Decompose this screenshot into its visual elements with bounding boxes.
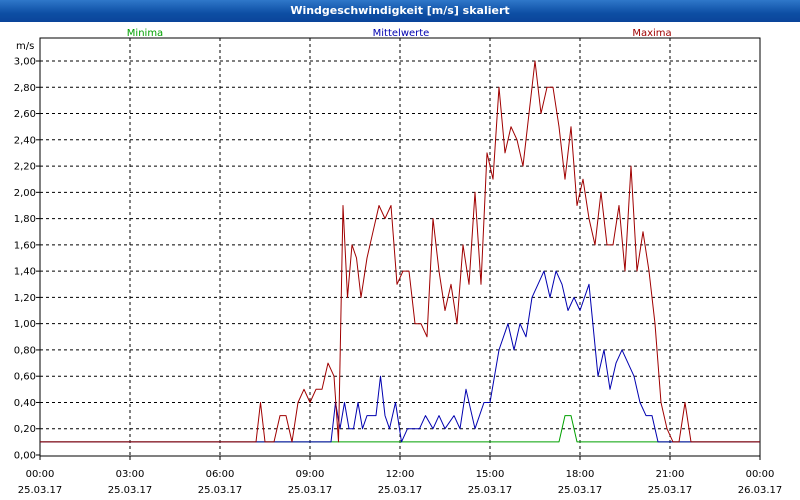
y-tick-label: 0,60 xyxy=(14,372,36,383)
y-tick-label: 1,40 xyxy=(14,267,36,278)
y-tick-label: 0,40 xyxy=(14,398,36,409)
y-tick-label: 2,80 xyxy=(14,83,36,94)
y-tick-label: 0,00 xyxy=(14,451,36,462)
legend-mittelwerte: Mittelwerte xyxy=(373,28,430,39)
legend: Minima Mittelwerte Maxima xyxy=(127,28,672,39)
y-tick-label: 2,20 xyxy=(14,162,36,173)
x-tick-date-label: 25.03.17 xyxy=(18,485,63,496)
window-title-bar: Windgeschwindigkeit [m/s] skaliert xyxy=(0,0,800,22)
x-tick-date-label: 25.03.17 xyxy=(648,485,693,496)
x-tick-time-label: 06:00 xyxy=(206,469,235,480)
y-tick-label: 2,60 xyxy=(14,109,36,120)
series-maxima-line xyxy=(40,60,760,443)
y-unit-label: m/s xyxy=(16,41,34,52)
x-tick-date-label: 25.03.17 xyxy=(288,485,333,496)
y-tick-label: 2,00 xyxy=(14,188,36,199)
x-tick-time-label: 09:00 xyxy=(296,469,325,480)
y-tick-label: 1,20 xyxy=(14,293,36,304)
y-tick-label: 1,60 xyxy=(14,240,36,251)
y-tick-label: 2,40 xyxy=(14,135,36,146)
x-tick-date-label: 25.03.17 xyxy=(108,485,153,496)
legend-minima: Minima xyxy=(127,28,163,39)
x-tick-time-label: 18:00 xyxy=(566,469,595,480)
x-tick-date-label: 25.03.17 xyxy=(558,485,603,496)
series-lines xyxy=(40,60,760,443)
y-tick-label: 0,20 xyxy=(14,424,36,435)
legend-maxima: Maxima xyxy=(632,28,671,39)
x-tick-time-label: 00:00 xyxy=(746,469,775,480)
wind-speed-chart: m/s 0,00 0,20 0,40 0,60 0,80 1,00 1,20 1,40 1,60… xyxy=(14,28,783,496)
y-tick-label: 0,80 xyxy=(14,345,36,356)
y-tick-label: 1,80 xyxy=(14,214,36,225)
x-tick-time-label: 00:00 xyxy=(26,469,55,480)
x-tick-date-label: 25.03.17 xyxy=(378,485,423,496)
x-tick-time-label: 12:00 xyxy=(386,469,415,480)
x-tick-date-label: 26.03.17 xyxy=(738,485,783,496)
x-tick-date-label: 25.03.17 xyxy=(468,485,513,496)
y-tick-label: 3,00 xyxy=(14,57,36,68)
series-mittelwerte-line xyxy=(40,270,760,443)
y-tick-label: 1,00 xyxy=(14,319,36,330)
x-tick-time-label: 15:00 xyxy=(476,469,505,480)
x-tick-date-label: 25.03.17 xyxy=(198,485,243,496)
x-tick-time-label: 03:00 xyxy=(116,469,145,480)
grid-lines xyxy=(40,38,760,456)
x-tick-time-label: 21:00 xyxy=(656,469,685,480)
axes: m/s 0,00 0,20 0,40 0,60 0,80 1,00 1,20 1,40 1,60… xyxy=(14,41,783,496)
